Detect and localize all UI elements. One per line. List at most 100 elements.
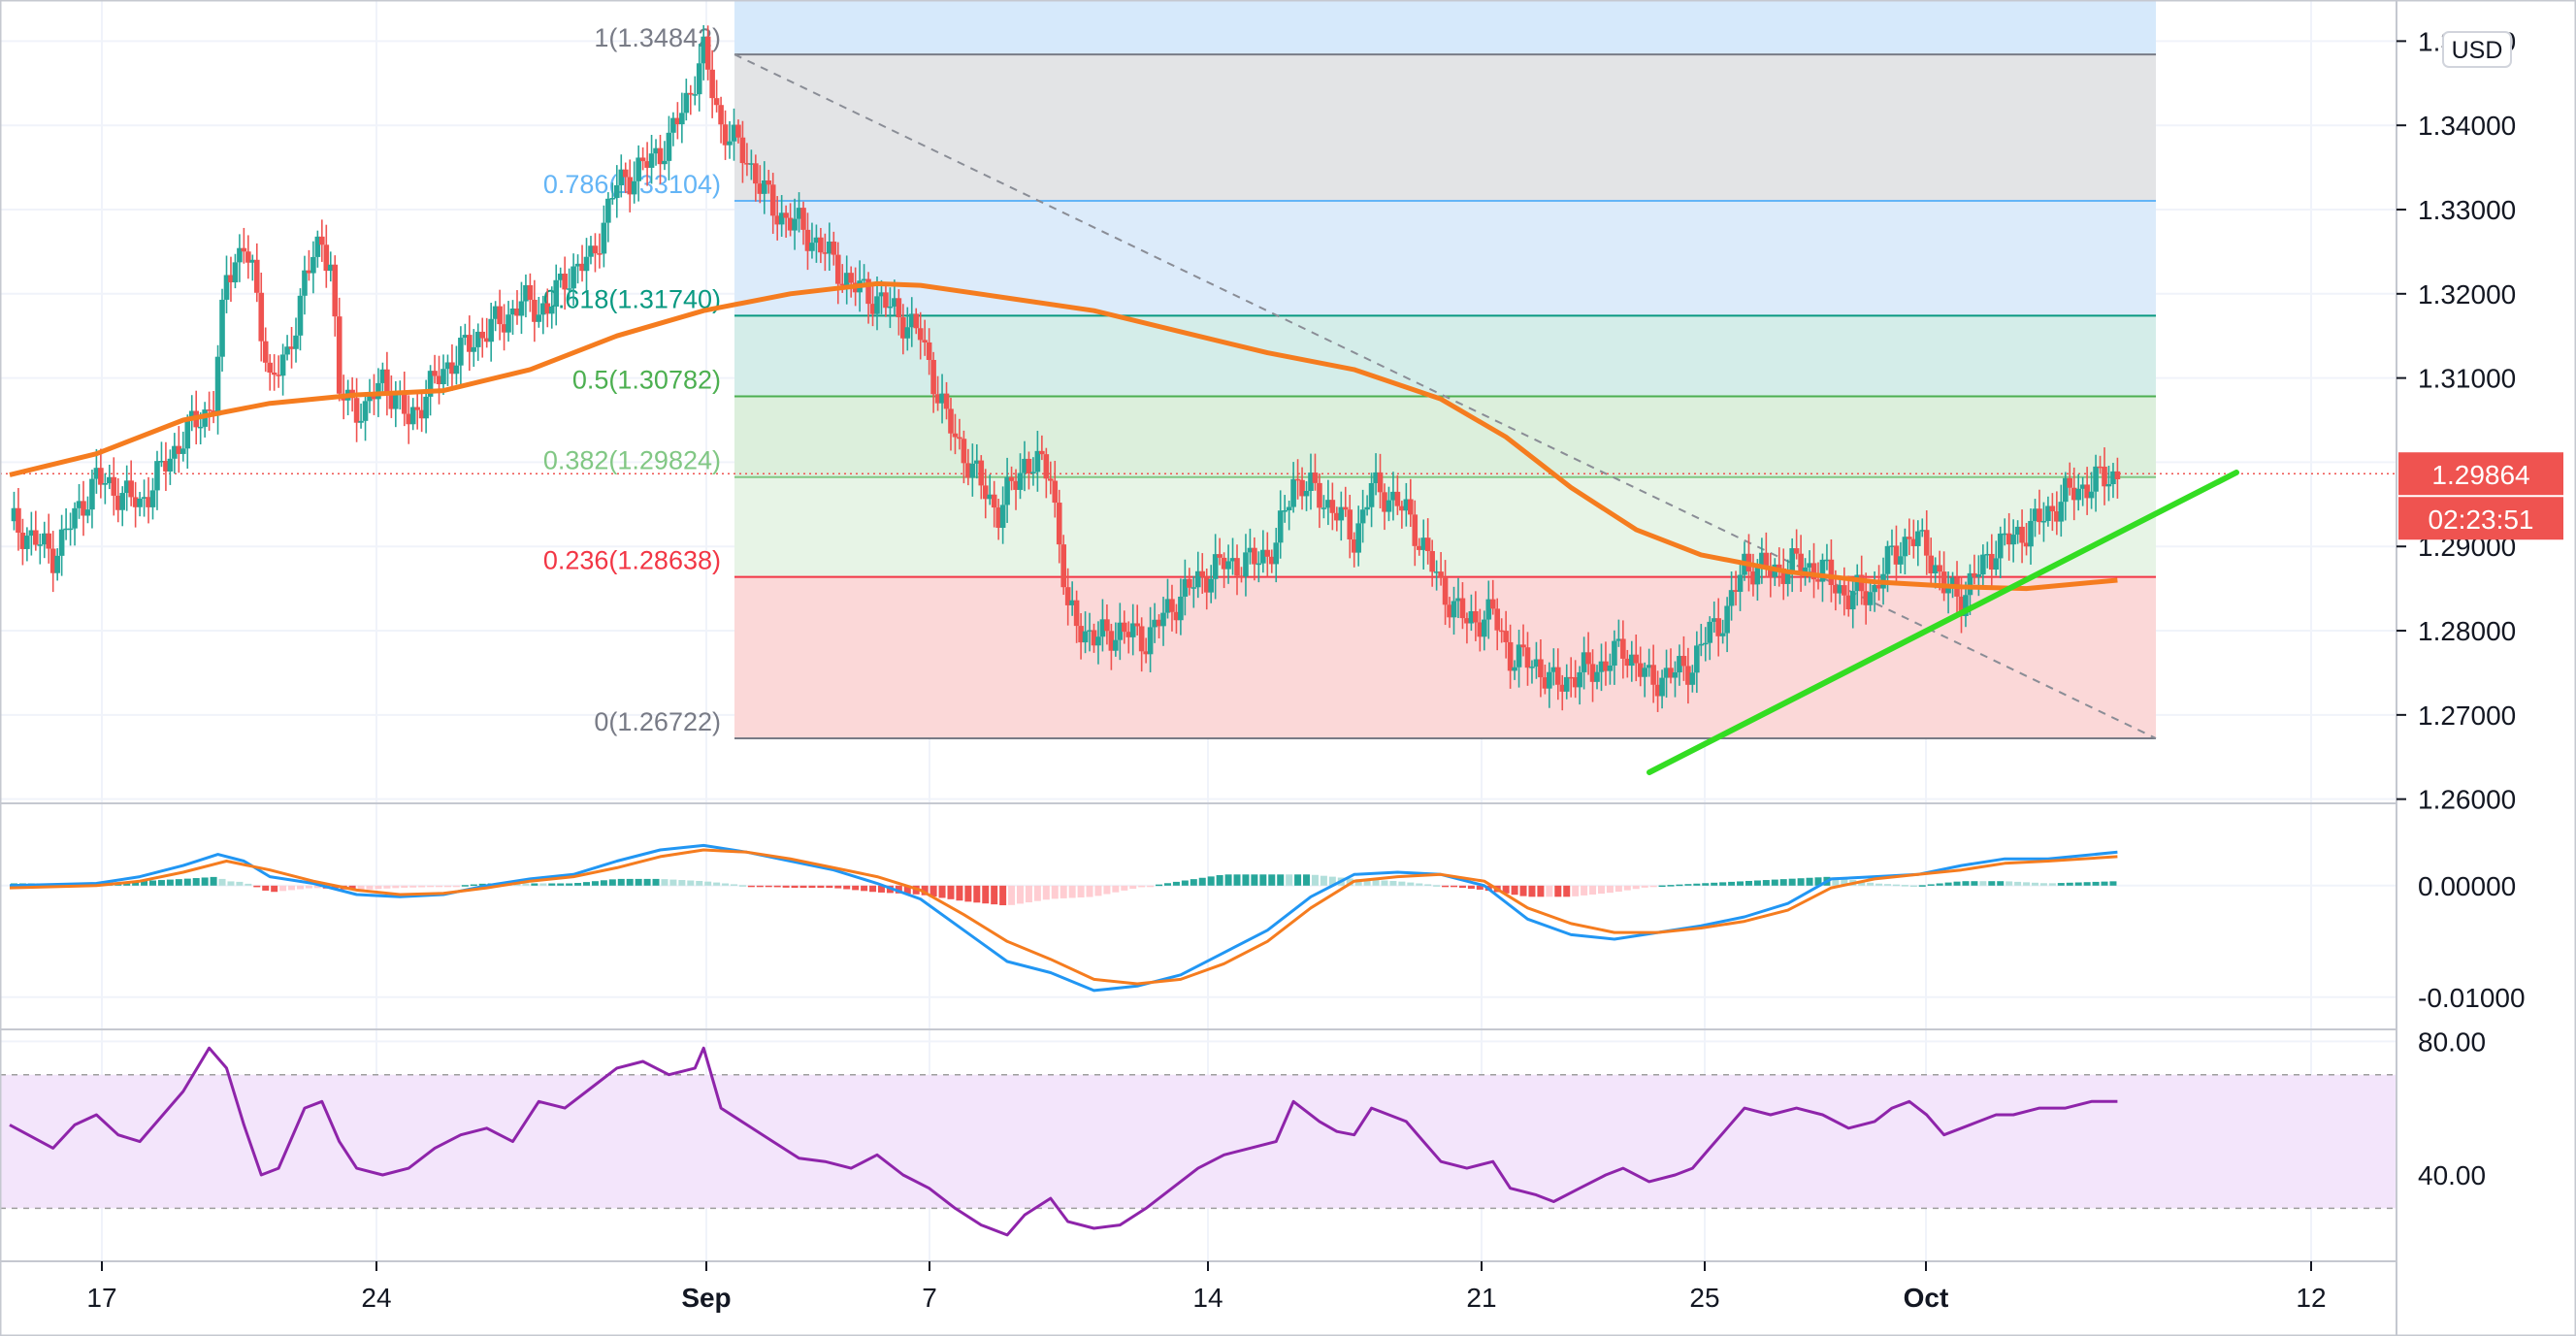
candle[interactable]: [1624, 649, 1631, 678]
candle[interactable]: [666, 115, 672, 180]
candle[interactable]: [1768, 552, 1774, 598]
candle[interactable]: [172, 433, 178, 474]
candle[interactable]: [1212, 534, 1219, 600]
candle[interactable]: [1221, 552, 1227, 589]
candle[interactable]: [1728, 571, 1735, 621]
macd-pane[interactable]: [0, 802, 2397, 993]
candle[interactable]: [2054, 491, 2060, 536]
candle[interactable]: [2019, 509, 2025, 564]
candle[interactable]: [1910, 519, 1917, 559]
candle[interactable]: [1915, 520, 1921, 567]
candle[interactable]: [271, 354, 277, 391]
candle[interactable]: [1672, 661, 1679, 698]
candle[interactable]: [1663, 649, 1670, 699]
candle[interactable]: [72, 502, 78, 546]
candle[interactable]: [1039, 435, 1045, 461]
candle[interactable]: [81, 480, 86, 537]
candle[interactable]: [449, 343, 455, 391]
candle[interactable]: [778, 195, 785, 237]
candle[interactable]: [662, 141, 668, 171]
candle[interactable]: [19, 518, 26, 566]
candle[interactable]: [1572, 660, 1579, 699]
candle[interactable]: [739, 120, 746, 183]
candle[interactable]: [1429, 539, 1435, 587]
candle[interactable]: [1702, 627, 1709, 662]
candle[interactable]: [409, 398, 416, 431]
candle[interactable]: [1273, 528, 1280, 583]
candle[interactable]: [1442, 560, 1449, 626]
candle[interactable]: [731, 108, 737, 161]
candle[interactable]: [722, 110, 729, 160]
candle[interactable]: [965, 448, 971, 486]
candle[interactable]: [1607, 653, 1614, 685]
candle[interactable]: [1113, 622, 1119, 657]
candle[interactable]: [1845, 575, 1852, 617]
candle[interactable]: [1784, 559, 1791, 597]
candle[interactable]: [1364, 495, 1370, 516]
candle[interactable]: [267, 354, 273, 391]
candle[interactable]: [974, 443, 980, 479]
candle[interactable]: [900, 304, 906, 355]
candle[interactable]: [908, 297, 915, 347]
candle[interactable]: [276, 355, 281, 388]
candle[interactable]: [939, 374, 945, 424]
candle[interactable]: [492, 301, 499, 332]
candle[interactable]: [527, 273, 534, 312]
candle[interactable]: [583, 238, 590, 291]
candle[interactable]: [952, 413, 959, 455]
candle[interactable]: [1637, 646, 1644, 687]
candle[interactable]: [1810, 542, 1817, 599]
candle[interactable]: [597, 233, 603, 269]
candle[interactable]: [1056, 489, 1062, 564]
candle[interactable]: [362, 394, 369, 441]
candle[interactable]: [735, 119, 741, 144]
candle[interactable]: [1689, 665, 1696, 693]
candle[interactable]: [1420, 519, 1427, 570]
candle[interactable]: [922, 319, 928, 356]
candle[interactable]: [1338, 491, 1345, 541]
candle[interactable]: [934, 375, 941, 411]
candle[interactable]: [1078, 613, 1084, 660]
candle[interactable]: [917, 311, 924, 360]
candle[interactable]: [1464, 612, 1470, 644]
candle[interactable]: [1190, 575, 1197, 608]
candle[interactable]: [505, 301, 511, 342]
candle[interactable]: [1199, 553, 1206, 595]
candle[interactable]: [1048, 461, 1054, 495]
candle[interactable]: [609, 182, 616, 205]
candle[interactable]: [1238, 567, 1245, 583]
candle[interactable]: [2002, 518, 2007, 546]
candle[interactable]: [237, 234, 243, 282]
candle[interactable]: [1143, 637, 1149, 664]
candle[interactable]: [1685, 647, 1691, 704]
candle[interactable]: [1750, 553, 1756, 597]
candle[interactable]: [58, 514, 65, 576]
candle[interactable]: [414, 393, 420, 430]
candle[interactable]: [834, 242, 841, 305]
candle[interactable]: [84, 496, 91, 524]
candle[interactable]: [831, 231, 837, 266]
candle[interactable]: [2093, 454, 2099, 512]
candle[interactable]: [605, 192, 611, 243]
candle[interactable]: [176, 426, 182, 473]
candle[interactable]: [1043, 447, 1050, 499]
candle[interactable]: [358, 403, 364, 429]
candle[interactable]: [49, 531, 56, 593]
candle[interactable]: [327, 251, 334, 282]
candle[interactable]: [245, 235, 251, 279]
candle[interactable]: [167, 449, 174, 485]
fibonacci-retracement[interactable]: 1(1.34842)0.786(1.33104)0.618(1.31740)0.…: [0, 0, 2397, 739]
candle[interactable]: [1243, 534, 1249, 597]
candle[interactable]: [16, 488, 21, 551]
candle[interactable]: [1152, 603, 1158, 643]
candle[interactable]: [1255, 551, 1262, 583]
candle[interactable]: [904, 307, 911, 351]
candle[interactable]: [1403, 482, 1410, 527]
candle[interactable]: [926, 328, 932, 375]
candle[interactable]: [548, 286, 555, 329]
candle[interactable]: [1494, 598, 1501, 651]
candle[interactable]: [1473, 591, 1479, 641]
candle[interactable]: [1187, 568, 1192, 596]
candle[interactable]: [1550, 648, 1557, 686]
candle[interactable]: [33, 510, 39, 551]
